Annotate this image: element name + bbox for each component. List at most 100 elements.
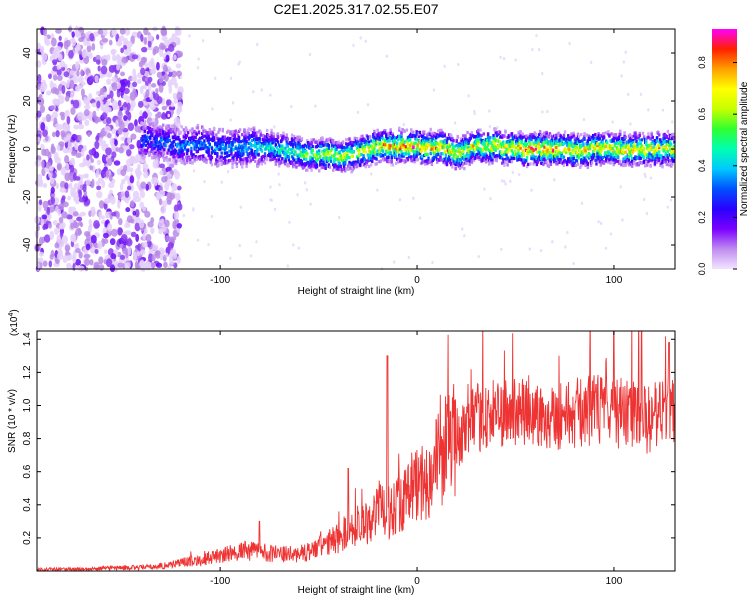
spectrogram-cell (624, 150, 627, 154)
noise-cell (57, 208, 61, 216)
spectrogram-cell (536, 160, 540, 164)
spectrogram-cell (291, 147, 295, 151)
spectrogram-cell (620, 163, 623, 167)
spectrogram-cell (303, 143, 307, 147)
spectrogram-cell (466, 130, 469, 135)
spectrogram-cell (405, 128, 409, 132)
noise-cell (143, 36, 148, 46)
noise-cell (66, 133, 71, 142)
spectrogram-cell (391, 132, 395, 136)
noise-cell (155, 262, 163, 268)
spectrogram-cell (545, 132, 548, 136)
spectrogram-cell (534, 147, 537, 151)
spectrogram-cell (170, 130, 174, 134)
spectrogram-cell (552, 139, 556, 143)
spectrogram-cell (482, 155, 485, 159)
spectrogram-cell (633, 142, 636, 147)
spectrogram-cell (320, 162, 323, 167)
spectrogram-cell (571, 145, 574, 149)
noise-cell (277, 172, 280, 176)
spectrogram-cell (604, 131, 608, 135)
spectrogram-cell (330, 147, 334, 151)
spectrogram-cell (329, 159, 333, 163)
noise-cell (116, 63, 120, 71)
spectrogram-cell (472, 154, 476, 158)
noise-cell (123, 44, 128, 50)
spectrogram-cell (489, 151, 492, 156)
spectrogram-cell (343, 169, 347, 173)
noise-cell (167, 113, 170, 118)
spectrogram-cell (270, 128, 273, 132)
noise-cell (147, 39, 152, 48)
spectrogram-cell (387, 131, 390, 136)
spectrogram-cell (407, 152, 411, 157)
noise-cell (152, 159, 159, 169)
spectrogram-cell (479, 137, 482, 141)
noise-cell (621, 218, 624, 222)
spectrogram-cell (460, 144, 464, 148)
spectrogram-cell (619, 132, 622, 136)
spectrogram-cell (153, 129, 156, 133)
spectrogram-cell (172, 154, 176, 159)
spectrogram-cell (545, 137, 548, 142)
spectrogram-cell (296, 143, 299, 147)
spectrogram-cell (223, 137, 227, 142)
spectrogram-cell (557, 157, 560, 162)
spectrogram-cell (348, 160, 351, 165)
spectrogram-cell (562, 155, 566, 159)
noise-cell (139, 85, 144, 95)
spectrogram-cell (186, 148, 190, 153)
spectrogram-cell (328, 137, 332, 141)
noise-cell (174, 82, 179, 89)
spectrogram-cell (252, 152, 256, 156)
spectrogram-cell (630, 156, 634, 161)
spectrogram-cell (602, 146, 606, 150)
noise-cell (49, 80, 54, 89)
spectrogram-cell (561, 161, 565, 165)
spectrogram-cell (624, 163, 627, 167)
spectrogram-cell (320, 159, 323, 163)
spectrogram-cell (244, 141, 247, 146)
spectrogram-cell (368, 153, 372, 158)
spectrogram-cell (333, 160, 336, 164)
noise-cell (535, 33, 538, 38)
noise-cell (196, 238, 200, 242)
spectrogram-cell (569, 138, 572, 142)
spectrogram-cell (365, 162, 369, 166)
spectrogram-cell (291, 156, 295, 160)
spectrogram-cell (486, 155, 490, 160)
spectrogram-cell (330, 143, 334, 148)
spectrogram-cell (197, 131, 201, 135)
spectrogram-cell (235, 162, 239, 166)
spectrogram-cell (156, 141, 160, 145)
noise-cell (629, 122, 632, 126)
spectrogram-cell (244, 137, 247, 141)
noise-cell (104, 211, 109, 219)
spectrogram-cell (462, 148, 465, 153)
spectrogram-cell (542, 162, 545, 167)
spectrogram-cell (412, 145, 415, 149)
spectrogram-cell (271, 157, 274, 161)
spectrogram-cell (458, 166, 462, 170)
spectrogram-cell (237, 135, 241, 139)
spectrogram-cell (361, 134, 364, 138)
noise-cell (192, 169, 196, 173)
spectrogram-cell (241, 133, 244, 137)
spectrogram-cell (205, 158, 208, 162)
spectrogram-cell (506, 156, 509, 160)
spectrogram-cell (245, 140, 248, 144)
spectrogram-cell (494, 127, 497, 132)
spectrogram-cell (571, 149, 574, 153)
spectrogram-cell (378, 135, 382, 139)
spectrogram-cell (597, 132, 600, 136)
spectrogram-cell (519, 146, 522, 150)
spectrogram-cell (538, 146, 542, 150)
spectrogram-cell (574, 147, 578, 152)
spectrogram-cell (576, 162, 580, 166)
spectrogram-cell (388, 146, 391, 150)
spectrogram-cell (381, 149, 385, 153)
noise-cell (166, 179, 173, 186)
spectrogram-cell (291, 144, 295, 148)
noise-cell (159, 49, 164, 58)
spectrogram-cell (607, 146, 610, 150)
